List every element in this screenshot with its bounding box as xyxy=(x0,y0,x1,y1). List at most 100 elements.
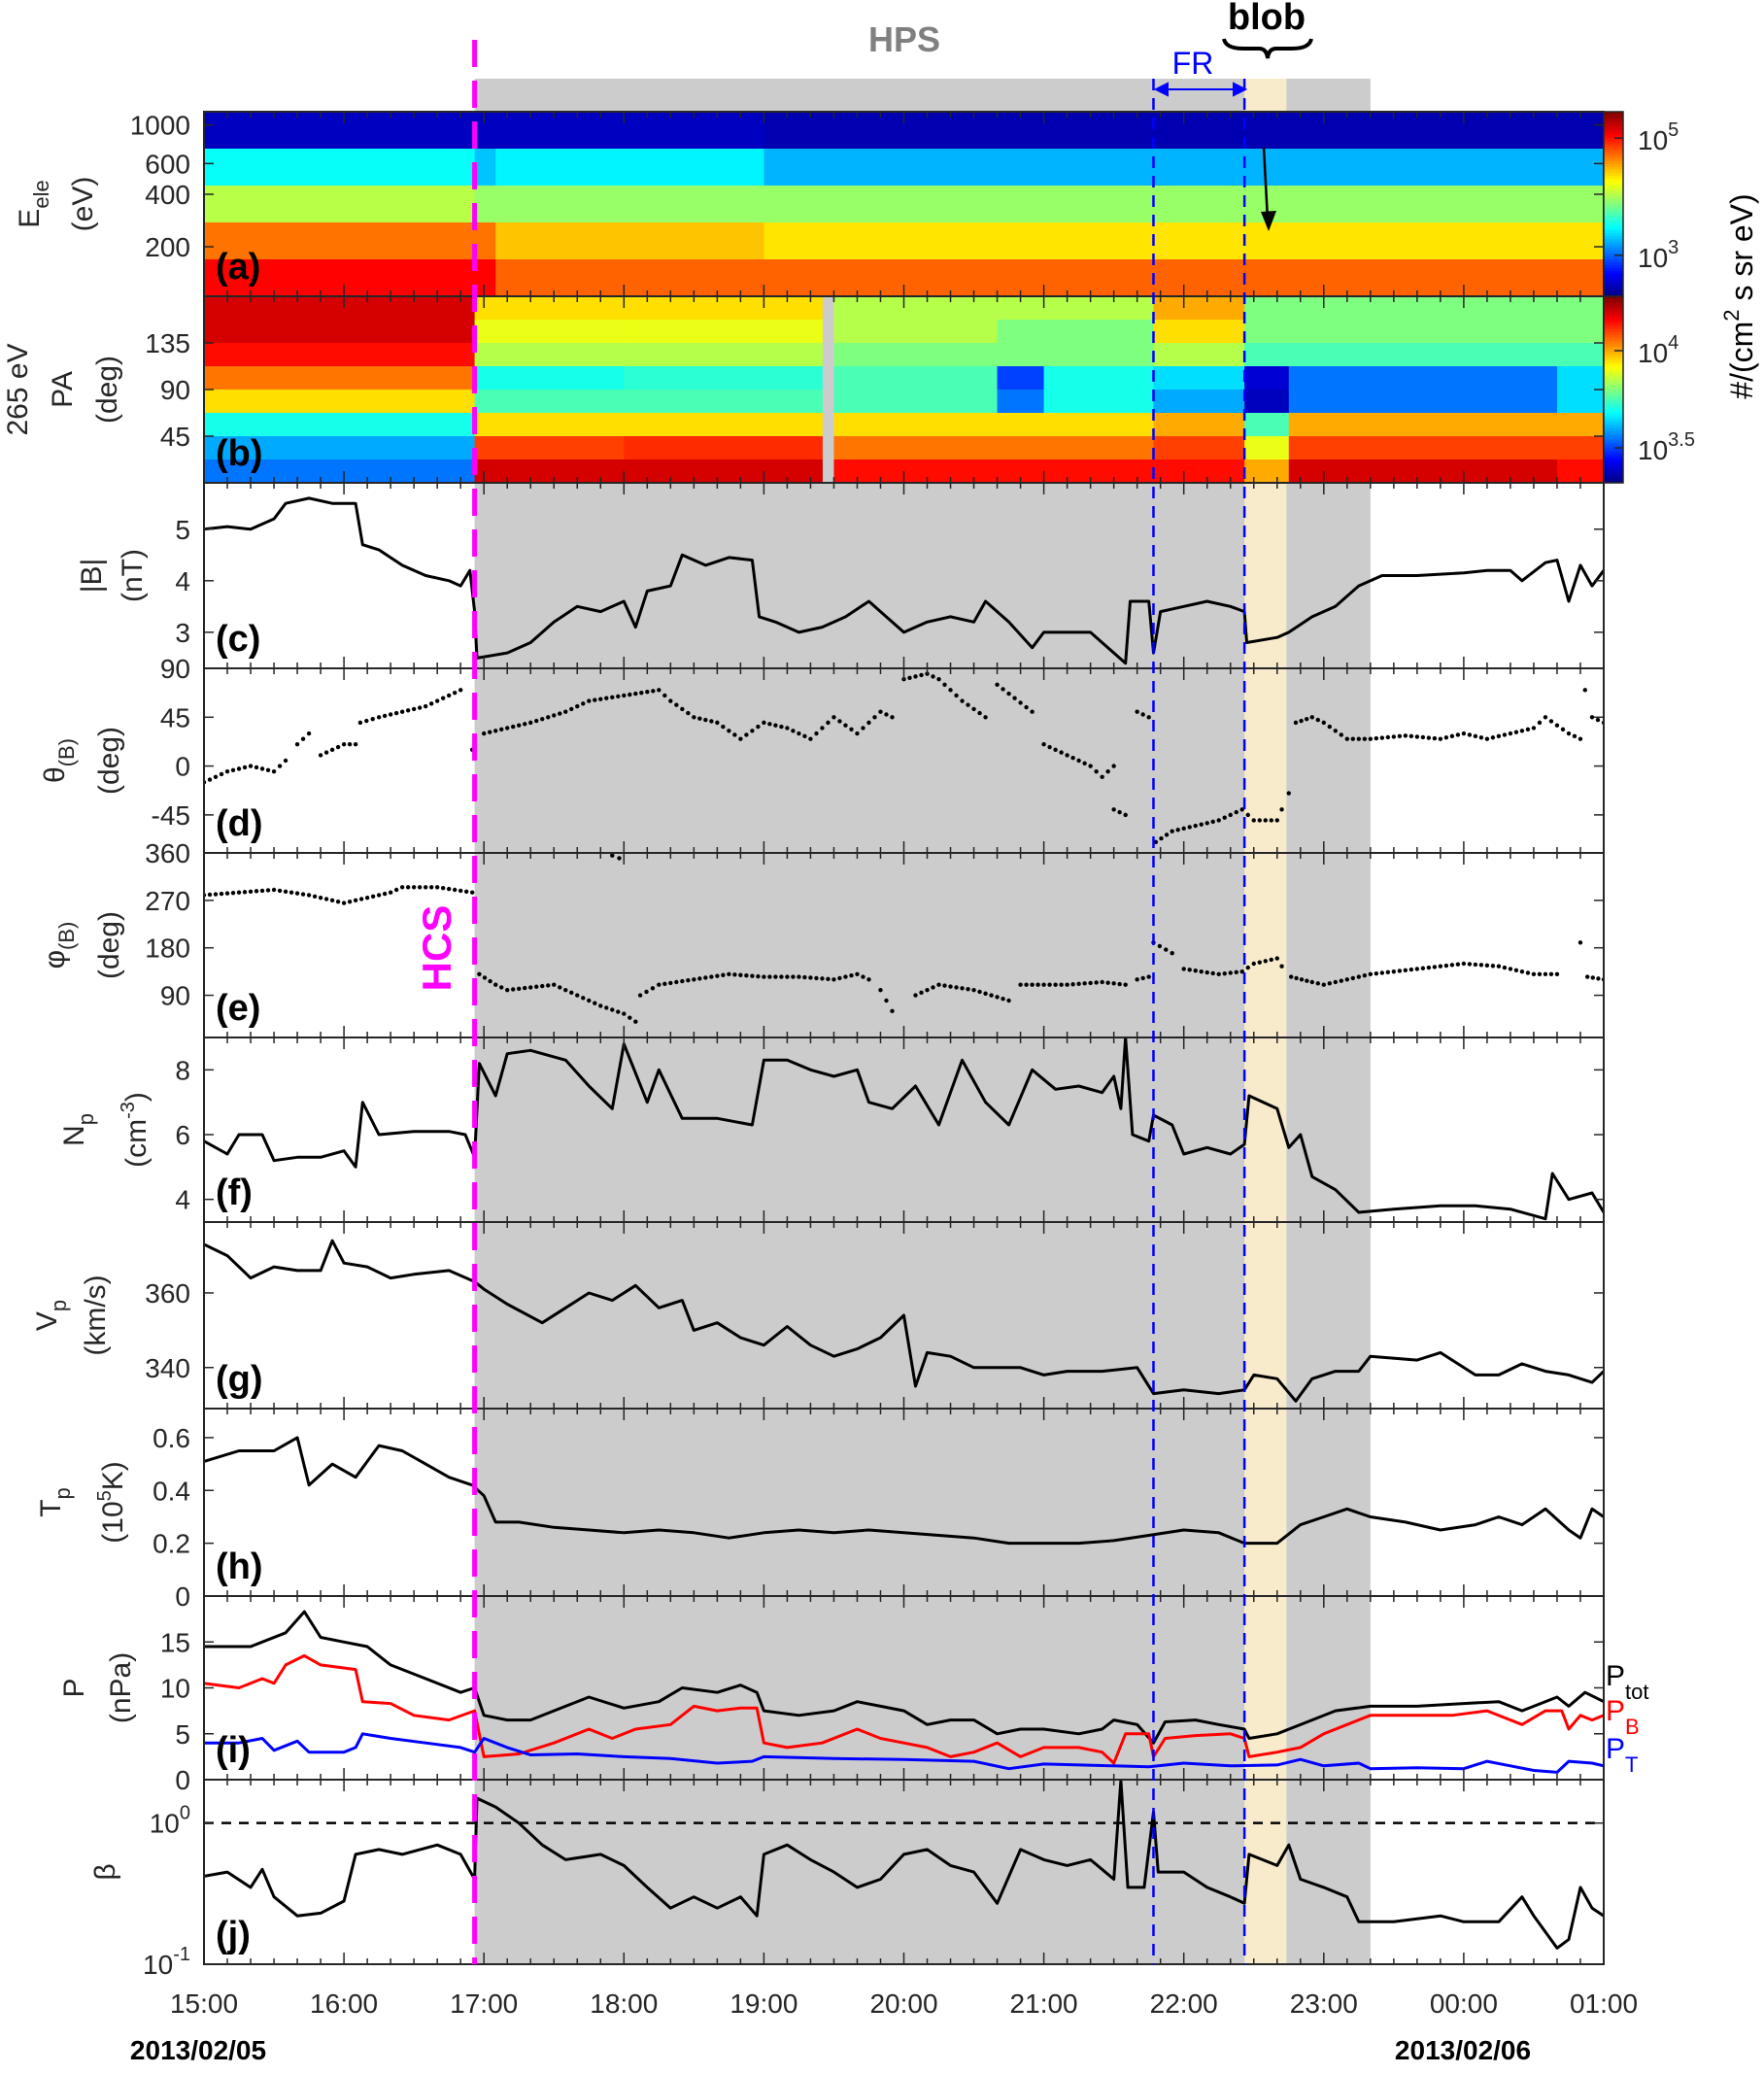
data-point xyxy=(738,736,743,741)
colorbar-title: #/(cm2 s sr eV) xyxy=(1719,193,1759,398)
data-point xyxy=(1356,974,1362,979)
data-point xyxy=(831,977,836,982)
data-point xyxy=(767,974,772,979)
data-point xyxy=(517,723,522,728)
data-point xyxy=(855,731,860,736)
data-point xyxy=(831,715,836,720)
y-tick-label: 340 xyxy=(145,1353,190,1383)
data-point xyxy=(1024,704,1029,710)
data-point xyxy=(1502,732,1508,737)
data-point xyxy=(1391,734,1397,739)
colorbars: 105 103 104 103.5 #/(cm2 s sr eV) xyxy=(1603,111,1759,484)
heatmap-cell xyxy=(495,149,764,187)
data-point xyxy=(1041,982,1046,987)
heatmap-cell xyxy=(204,366,476,391)
x-tick-label: 16:00 xyxy=(310,1989,378,2019)
data-point xyxy=(662,693,667,698)
blob-label: blob xyxy=(1228,0,1306,38)
x-tick-label: 00:00 xyxy=(1430,1989,1498,2019)
data-point xyxy=(598,697,603,701)
data-point xyxy=(428,701,434,706)
data-point xyxy=(727,971,731,977)
y-tick-label: 0 xyxy=(175,1765,190,1795)
data-point xyxy=(1438,964,1443,969)
data-point xyxy=(248,889,254,895)
data-point xyxy=(534,718,539,724)
data-point xyxy=(878,987,883,993)
series-line xyxy=(204,1239,1604,1403)
data-point xyxy=(849,727,854,732)
data-point xyxy=(347,742,353,747)
data-point xyxy=(843,723,848,728)
data-point xyxy=(1041,742,1046,747)
data-point xyxy=(242,890,248,895)
x-tick-label: 15:00 xyxy=(170,1989,238,2019)
data-point xyxy=(341,742,347,747)
heatmap-cell xyxy=(495,222,764,260)
data-point xyxy=(1047,982,1052,987)
heatmap-cell xyxy=(1153,413,1245,437)
data-point xyxy=(1385,969,1391,975)
data-point xyxy=(1279,964,1284,969)
data-point xyxy=(1548,971,1554,977)
heatmap-cell xyxy=(495,186,764,223)
data-point xyxy=(779,974,784,979)
data-point xyxy=(242,765,248,770)
heatmap-cell xyxy=(763,186,1605,223)
data-point xyxy=(505,987,510,993)
colorbar-tick-label: 104 xyxy=(1638,332,1679,368)
data-point xyxy=(604,696,609,700)
data-point xyxy=(721,972,726,977)
data-point xyxy=(511,987,516,992)
data-point xyxy=(1543,715,1548,720)
data-point xyxy=(1117,809,1122,815)
heatmap-cell xyxy=(1288,413,1558,437)
data-point xyxy=(1111,807,1116,812)
data-point xyxy=(1070,982,1075,987)
heatmap-cell xyxy=(474,149,496,187)
data-point xyxy=(452,887,458,893)
data-point xyxy=(1239,969,1244,974)
heatmap-cell xyxy=(1556,390,1605,414)
y-tick-label: 90 xyxy=(160,375,190,405)
data-point xyxy=(1379,735,1385,740)
data-point xyxy=(265,767,271,772)
data-point xyxy=(347,900,353,904)
data-point xyxy=(1279,807,1284,812)
heatmap-cell xyxy=(763,222,1605,260)
y-tick-label: 45 xyxy=(160,702,190,732)
data-point xyxy=(563,709,568,714)
colorbar-tick-label: 103 xyxy=(1638,237,1679,273)
data-point xyxy=(692,715,696,720)
data-point xyxy=(1443,963,1449,969)
panel-letter: (g) xyxy=(216,1359,263,1400)
legend-T: PT xyxy=(1606,1733,1638,1777)
event-lines xyxy=(472,40,1276,1964)
y-tick-label: 180 xyxy=(145,934,190,964)
y-label-unit: (105K) xyxy=(94,1461,129,1543)
heatmap-cell xyxy=(1043,459,1154,484)
data-point xyxy=(1146,974,1151,979)
data-point xyxy=(762,974,766,979)
data-point xyxy=(1257,818,1262,823)
panel-letter: (c) xyxy=(216,619,260,660)
data-point xyxy=(540,983,545,989)
data-point xyxy=(1432,735,1438,741)
data-point xyxy=(440,885,446,891)
heatmap-cell xyxy=(204,186,476,223)
heatmap-cell xyxy=(204,413,476,437)
data-point xyxy=(668,698,673,703)
heatmap-cell xyxy=(624,343,823,367)
data-point xyxy=(983,715,988,720)
data-point xyxy=(767,722,772,727)
data-point xyxy=(1082,981,1087,986)
data-point xyxy=(674,979,679,985)
data-point xyxy=(913,993,918,998)
data-point xyxy=(721,724,726,730)
heatmap-cell xyxy=(1244,413,1290,437)
data-point xyxy=(552,713,557,718)
data-point xyxy=(1368,971,1374,977)
data-point xyxy=(703,717,708,723)
data-point xyxy=(1047,744,1052,750)
